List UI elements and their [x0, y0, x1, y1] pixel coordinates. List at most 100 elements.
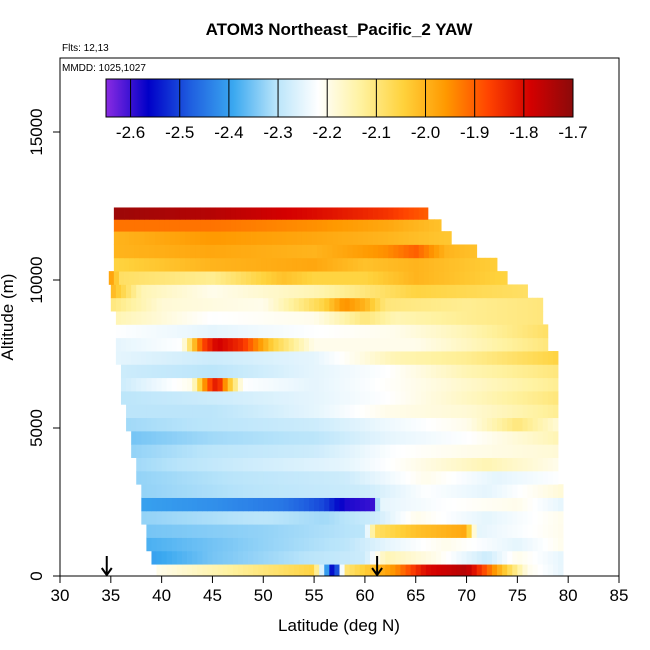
heat-cell — [237, 537, 244, 552]
heat-cell — [430, 564, 437, 577]
heat-cell — [400, 550, 406, 565]
heat-cell — [486, 457, 493, 472]
heat-cell — [507, 337, 513, 352]
heat-cell — [347, 207, 354, 220]
heat-cell — [146, 457, 152, 472]
heat-cell — [156, 524, 163, 538]
heat-cell — [400, 351, 406, 365]
heat-cell — [268, 404, 274, 419]
heat-cell — [166, 337, 173, 352]
heat-cell — [258, 337, 264, 352]
heat-cell — [436, 324, 442, 339]
heat-cell — [354, 377, 361, 392]
heat-cell — [298, 497, 305, 512]
heat-cell — [349, 337, 356, 352]
heat-cell — [202, 377, 208, 392]
heat-cell — [542, 470, 549, 485]
heat-cell — [390, 484, 396, 498]
heat-cell — [344, 324, 351, 339]
heat-cell — [181, 404, 188, 419]
heat-cell — [273, 484, 279, 498]
heat-cell — [537, 444, 544, 458]
heat-cell — [222, 391, 229, 405]
heat-cell — [484, 271, 491, 285]
heat-cell — [207, 417, 213, 432]
heat-cell — [190, 231, 196, 245]
heat-cell — [466, 484, 473, 498]
heat-cell — [200, 257, 206, 272]
heat-cell — [227, 324, 234, 339]
heat-cell — [164, 271, 171, 285]
heat-cell — [263, 457, 269, 472]
heat-cell — [296, 219, 303, 232]
heat-cell — [466, 497, 473, 512]
heat-cell — [517, 537, 523, 552]
heat-cell — [258, 457, 264, 472]
heat-cell — [263, 311, 269, 325]
heat-cell — [174, 244, 181, 259]
heat-cell — [176, 417, 183, 432]
heat-cell — [314, 444, 320, 458]
heat-cell — [298, 484, 305, 498]
heat-cell — [151, 524, 157, 538]
heat-cell — [251, 231, 257, 245]
heat-cell — [552, 457, 559, 472]
heat-cell — [349, 430, 356, 445]
heat-cell — [258, 484, 264, 498]
heat-cell — [293, 457, 300, 472]
heat-cell — [210, 257, 216, 272]
heat-cell — [248, 404, 254, 419]
heat-cell — [430, 351, 437, 365]
heat-cell — [410, 391, 417, 405]
heat-cell — [339, 550, 345, 565]
heat-cell — [342, 207, 349, 220]
heat-cell — [430, 430, 437, 445]
heat-cell — [451, 564, 457, 577]
heat-cell — [298, 297, 305, 312]
x-tick-label: 85 — [610, 586, 629, 605]
heat-cell — [512, 484, 518, 498]
heat-cell — [312, 207, 318, 220]
heat-cell — [278, 524, 284, 538]
heat-cell — [337, 219, 343, 232]
heat-cell — [393, 257, 399, 272]
heat-cell — [390, 337, 396, 352]
heat-cell — [176, 457, 183, 472]
heat-cell — [283, 311, 290, 325]
heat-cell — [522, 470, 528, 485]
heat-cell — [456, 510, 462, 525]
heat-cell — [296, 231, 303, 245]
heat-cell — [286, 244, 293, 259]
heat-cell — [415, 404, 422, 419]
heat-cell — [253, 391, 259, 405]
heat-cell — [187, 524, 193, 538]
heat-cell — [354, 484, 361, 498]
heat-cell — [256, 231, 262, 245]
heat-cell — [446, 510, 452, 525]
heat-cell — [537, 337, 544, 352]
heat-cell — [303, 444, 310, 458]
heat-cell — [235, 244, 242, 259]
heat-cell — [517, 497, 523, 512]
heat-cell — [309, 484, 315, 498]
heat-cell — [339, 311, 345, 325]
heat-cell — [359, 337, 366, 352]
heat-cell — [436, 297, 442, 312]
heat-cell — [110, 297, 117, 312]
heat-cell — [456, 351, 462, 365]
heat-cell — [507, 430, 513, 445]
heat-cell — [403, 207, 410, 220]
heat-cell — [276, 257, 282, 272]
heat-cell — [344, 470, 351, 485]
heat-cell — [126, 377, 132, 392]
heat-cell — [342, 219, 349, 232]
heat-cell — [369, 550, 376, 565]
heat-cell — [388, 207, 394, 220]
heat-cell — [187, 470, 193, 485]
heat-cell — [537, 524, 544, 538]
x-tick-label: 65 — [406, 586, 425, 605]
heat-cell — [410, 497, 417, 512]
heat-cell — [497, 284, 503, 299]
heat-cell — [139, 257, 145, 272]
heat-cell — [395, 351, 401, 365]
